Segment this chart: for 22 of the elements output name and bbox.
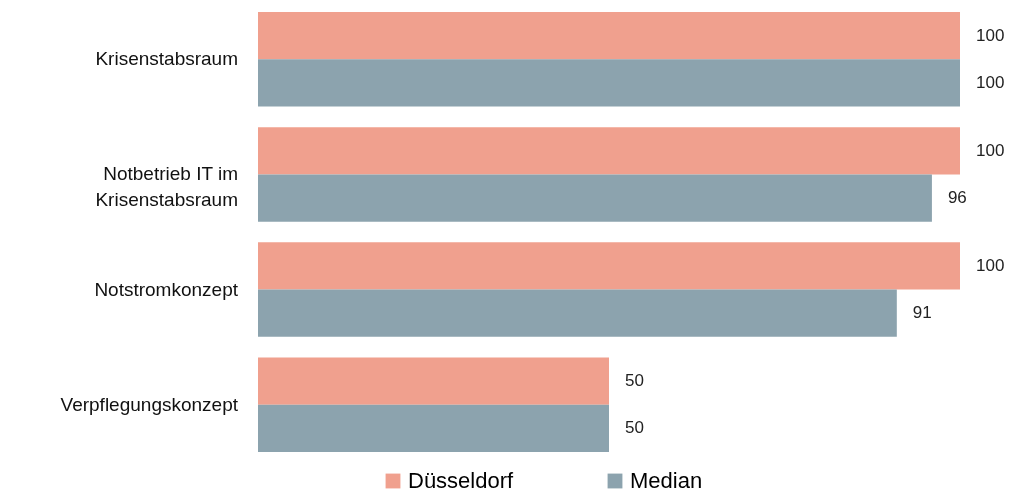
bar <box>258 289 897 337</box>
bar <box>258 404 609 452</box>
data-label: 50 <box>625 418 644 438</box>
data-label: 100 <box>976 25 1005 45</box>
data-label: 96 <box>947 188 967 208</box>
y-tick-label: Krisenstabsraum <box>95 48 238 70</box>
y-tick-label: Verpflegungskonzept <box>60 393 239 415</box>
data-label: 50 <box>625 371 644 391</box>
legend-label: Düsseldorf <box>408 468 515 493</box>
y-tick-label: Notstromkonzept <box>94 278 239 300</box>
data-label: 91 <box>912 303 932 323</box>
bar <box>258 174 932 222</box>
legend-label: Median <box>630 468 703 493</box>
bar <box>258 12 960 60</box>
data-label: 100 <box>976 72 1005 92</box>
bar <box>258 242 960 290</box>
y-tick-label: Notbetrieb IT im Krisenstabsraum <box>95 163 238 211</box>
bar <box>258 127 960 175</box>
bar <box>258 59 960 107</box>
data-label: 100 <box>976 140 1005 160</box>
bar <box>258 357 609 405</box>
data-label: 100 <box>976 255 1005 275</box>
